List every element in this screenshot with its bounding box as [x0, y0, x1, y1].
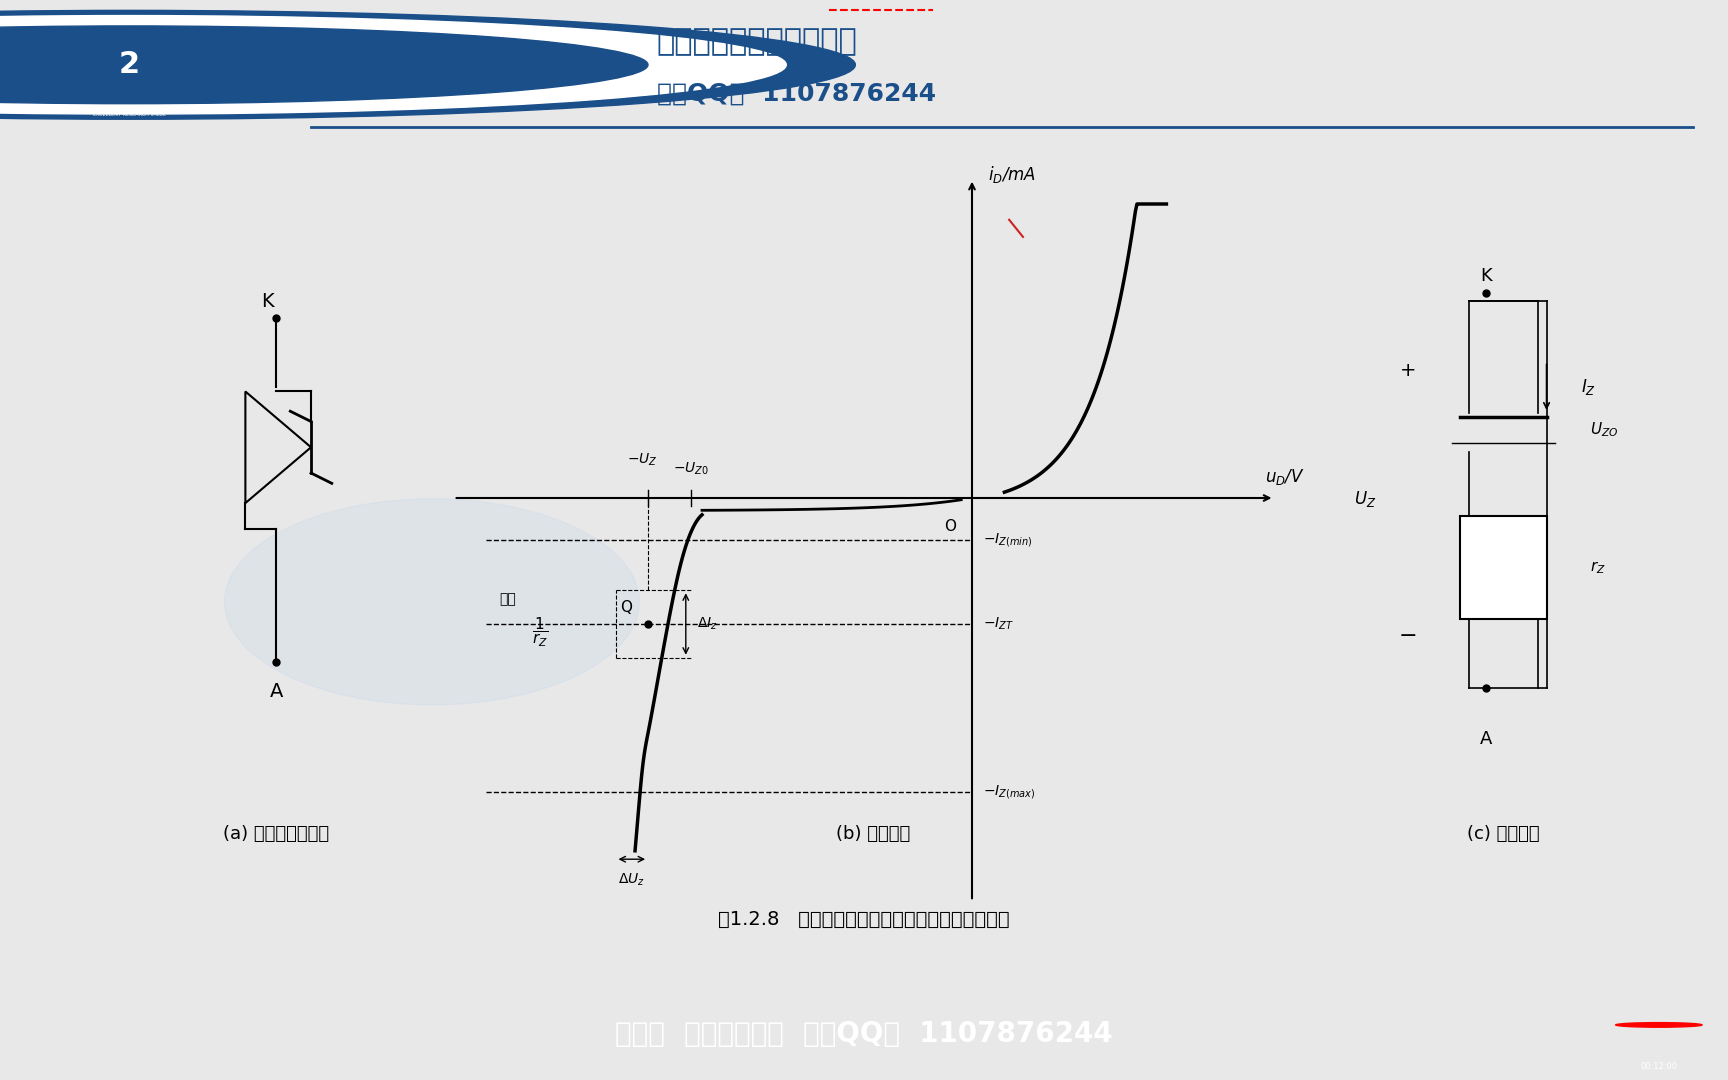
Text: $U_{ZO}$: $U_{ZO}$: [1590, 421, 1617, 440]
Text: $U_Z$: $U_Z$: [1355, 489, 1375, 509]
Text: $r_Z$: $r_Z$: [1590, 559, 1605, 576]
Text: (b) 伏安特性: (b) 伏安特性: [836, 825, 909, 842]
Circle shape: [225, 499, 639, 705]
Text: K: K: [1481, 267, 1491, 284]
Text: $\Delta I_z$: $\Delta I_z$: [696, 616, 717, 632]
Text: A: A: [270, 683, 283, 702]
Text: −: −: [1400, 626, 1417, 646]
Text: (a) 稳压二极管符号: (a) 稳压二极管符号: [223, 825, 330, 842]
Text: $-U_{Z0}$: $-U_{Z0}$: [674, 460, 708, 476]
FancyBboxPatch shape: [1460, 516, 1547, 619]
Text: $\dfrac{1}{r_Z}$: $\dfrac{1}{r_Z}$: [532, 616, 548, 649]
Text: O: O: [943, 519, 956, 534]
Text: 专业课一对一全程辅导班: 专业课一对一全程辅导班: [657, 27, 857, 56]
Text: $u_D$/V: $u_D$/V: [1265, 467, 1305, 487]
Text: K: K: [261, 292, 275, 311]
Text: $\Delta U_z$: $\Delta U_z$: [619, 872, 645, 889]
Text: $-I_{Z(max)}$: $-I_{Z(max)}$: [983, 783, 1035, 801]
Text: 00:12:00: 00:12:00: [1640, 1062, 1678, 1070]
Text: 2: 2: [119, 51, 140, 79]
Text: EXCELLENT RESEARCH VALUE: EXCELLENT RESEARCH VALUE: [93, 111, 166, 117]
Text: $-I_{Z(min)}$: $-I_{Z(min)}$: [983, 531, 1032, 549]
Circle shape: [0, 11, 855, 119]
Text: (c) 等效电路: (c) 等效电路: [1467, 825, 1540, 842]
Text: 咨询QQ：  1107876244: 咨询QQ： 1107876244: [657, 81, 937, 106]
Circle shape: [1616, 1023, 1702, 1027]
Text: $-U_Z$: $-U_Z$: [627, 453, 658, 469]
Text: A: A: [1479, 730, 1493, 748]
Text: $I_Z$: $I_Z$: [1581, 377, 1597, 397]
Text: 图1.2.8   稳压二极管的符号、伏安特性与等效电路: 图1.2.8 稳压二极管的符号、伏安特性与等效电路: [719, 910, 1009, 929]
Text: Q: Q: [620, 599, 632, 615]
Text: 淘宝：  优研值教育，  咨询QQ：  1107876244: 淘宝： 优研值教育， 咨询QQ： 1107876244: [615, 1021, 1113, 1048]
Text: +: +: [1400, 361, 1417, 379]
Text: $-I_{ZT}$: $-I_{ZT}$: [983, 616, 1014, 632]
Text: 斜率: 斜率: [499, 592, 517, 606]
Text: $i_D$/mA: $i_D$/mA: [988, 164, 1037, 185]
Circle shape: [0, 26, 648, 104]
Text: 南 航: 南 航: [346, 30, 406, 68]
Circle shape: [0, 15, 786, 114]
